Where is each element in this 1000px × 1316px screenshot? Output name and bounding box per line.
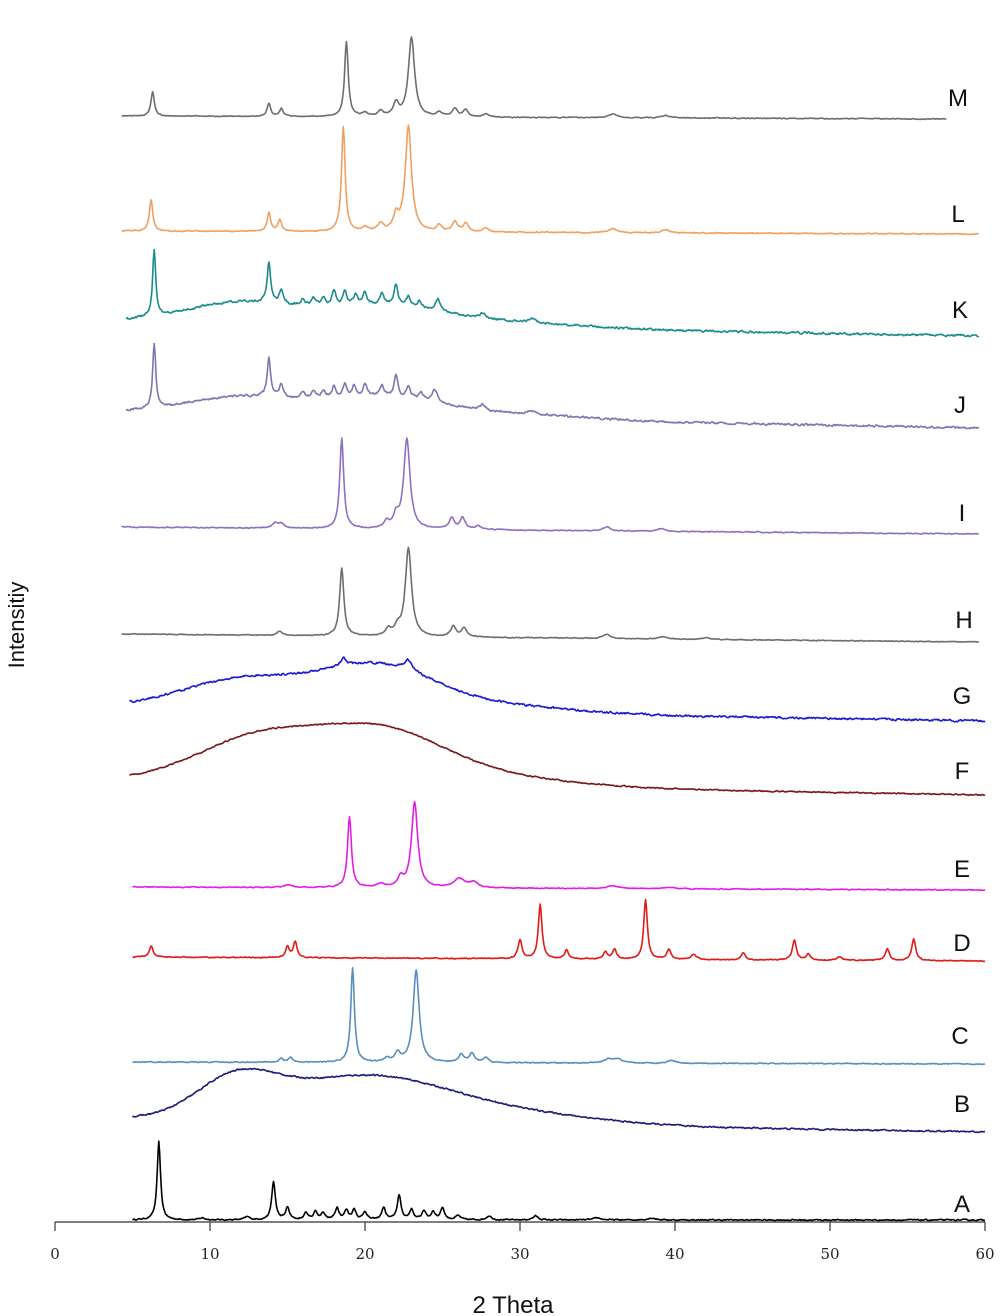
trace-e <box>132 801 986 892</box>
trace-label-l: L <box>951 201 964 228</box>
trace-g <box>129 656 986 723</box>
trace-label-j: J <box>954 392 966 419</box>
x-tick-label: 60 <box>975 1245 994 1263</box>
x-tick-label: 10 <box>200 1245 219 1263</box>
trace-label-c: C <box>951 1023 968 1050</box>
trace-label-a: A <box>954 1191 970 1218</box>
trace-l <box>121 124 980 236</box>
x-tick-label: 20 <box>355 1245 374 1263</box>
trace-label-i: I <box>959 500 966 527</box>
trace-k <box>125 248 980 338</box>
x-tick-label: 30 <box>510 1245 529 1263</box>
traces-group <box>121 36 986 1222</box>
x-axis-title: 2 Theta <box>473 1292 555 1316</box>
trace-a <box>132 1140 986 1222</box>
x-tick-label: 0 <box>50 1245 60 1263</box>
y-axis-title: Intensitiy <box>4 582 29 669</box>
trace-f <box>129 721 986 797</box>
trace-b <box>131 1067 986 1134</box>
trace-i <box>121 437 979 535</box>
trace-label-e: E <box>954 856 970 883</box>
trace-label-b: B <box>954 1091 970 1118</box>
trace-label-k: K <box>952 297 968 324</box>
trace-labels-group: A B C D E F G H I J K L M <box>948 85 973 1218</box>
x-tick-label: 50 <box>820 1245 839 1263</box>
x-ticks-group: 0 10 20 30 40 50 60 <box>50 1222 995 1263</box>
trace-label-d: D <box>953 930 970 957</box>
trace-label-f: F <box>955 758 970 785</box>
trace-h <box>121 546 980 643</box>
x-tick-label: 40 <box>665 1245 684 1263</box>
trace-label-h: H <box>955 607 972 634</box>
trace-c <box>132 966 986 1066</box>
trace-label-g: G <box>953 683 972 710</box>
trace-label-m: M <box>948 85 968 112</box>
trace-m <box>121 36 947 121</box>
trace-d <box>132 898 985 963</box>
trace-j <box>125 342 980 430</box>
